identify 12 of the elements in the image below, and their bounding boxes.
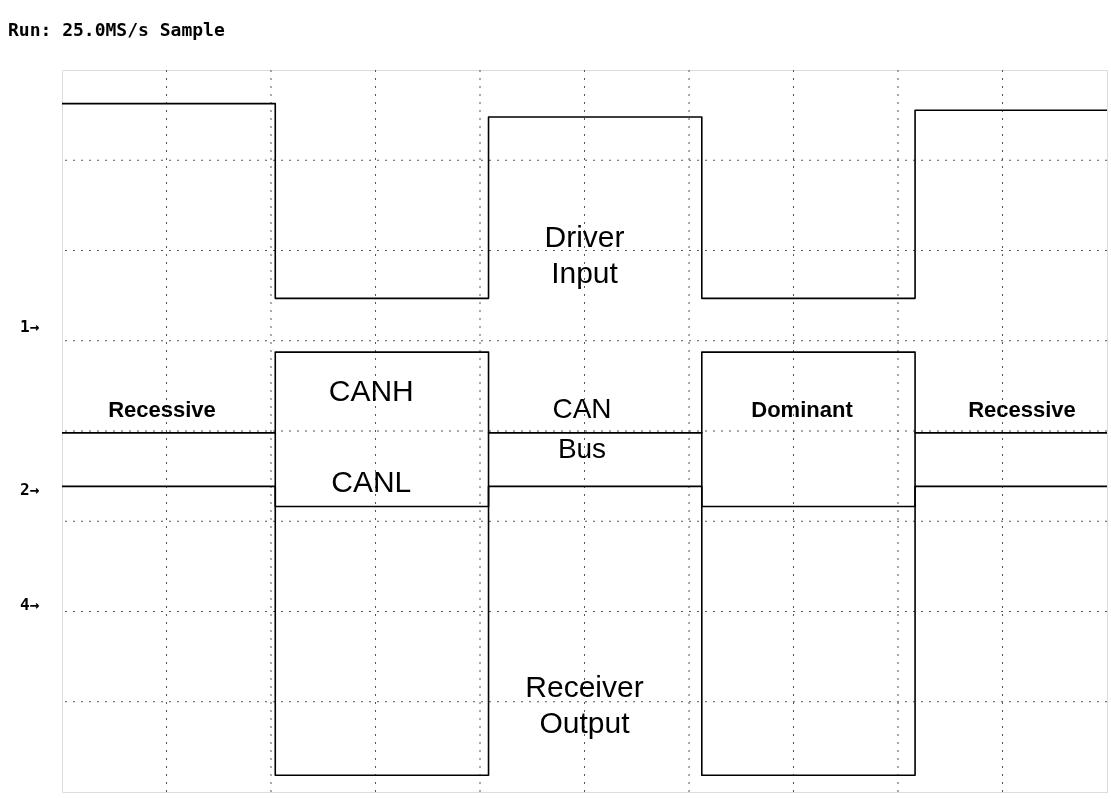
series-label: CANH	[328, 374, 414, 408]
text: 2→	[20, 480, 40, 499]
series-label: Receiver Output	[525, 669, 644, 739]
series-label: Driver Input	[544, 219, 625, 289]
annotation: Recessive	[108, 397, 216, 422]
text: 1→	[20, 317, 40, 336]
annotation: CAN Bus	[552, 393, 612, 464]
annotation: Dominant	[751, 397, 854, 422]
text: 4→	[20, 595, 40, 614]
annotation: Recessive	[968, 397, 1076, 422]
series-label: CANL	[331, 465, 412, 499]
chart-title: Run: 25.0MS/s Sample	[8, 18, 225, 40]
